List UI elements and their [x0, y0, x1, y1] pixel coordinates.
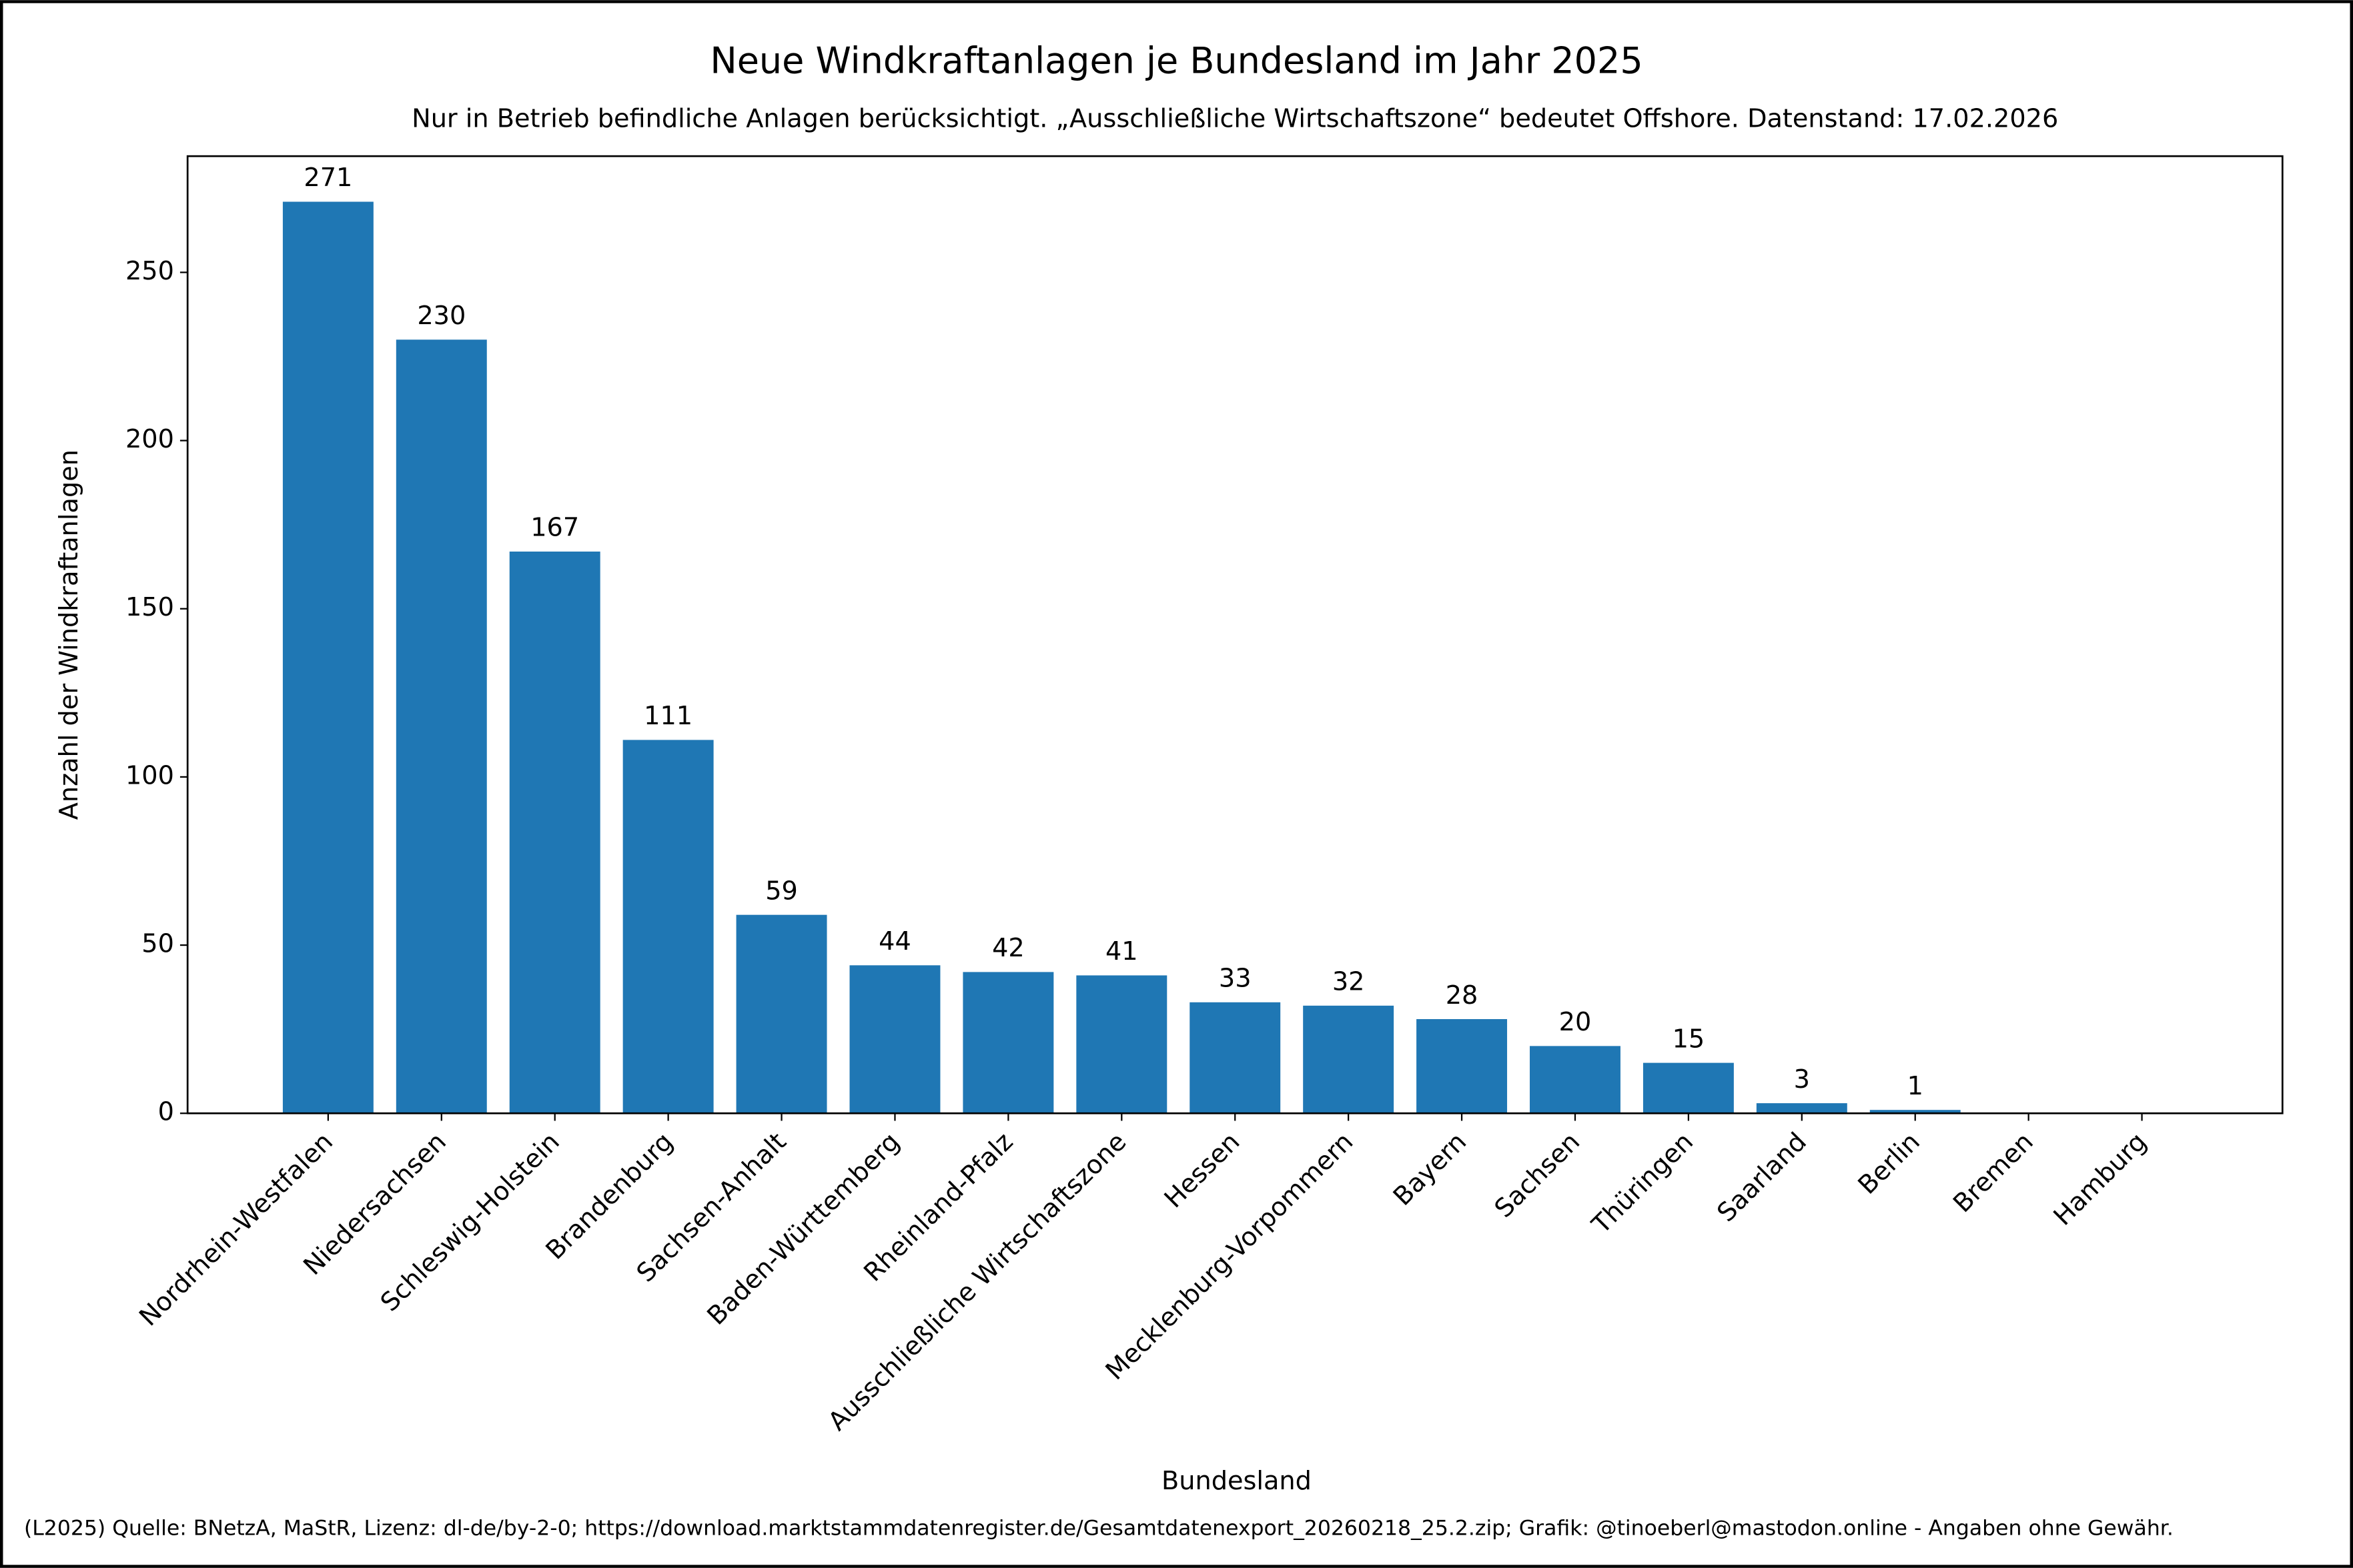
- bar: [282, 201, 374, 1114]
- y-tick-label: 200: [125, 425, 174, 454]
- y-tick-label: 250: [125, 257, 174, 286]
- y-tick-label: 0: [158, 1098, 174, 1127]
- value-label: 59: [765, 876, 798, 906]
- bar: [396, 339, 487, 1114]
- bar: [1076, 975, 1167, 1114]
- y-tick-label: 100: [125, 761, 174, 790]
- value-label: 42: [992, 934, 1025, 963]
- value-label: 167: [530, 514, 579, 543]
- value-label: 44: [879, 927, 911, 956]
- bar: [1530, 1046, 1620, 1114]
- value-label: 1: [1907, 1072, 1923, 1101]
- y-tick-label: 50: [141, 930, 174, 959]
- y-axis-label: Anzahl der Windkraftanlagen: [55, 450, 84, 820]
- bar: [849, 965, 941, 1114]
- bar: [1642, 1062, 1734, 1114]
- y-tick-label: 150: [125, 593, 174, 622]
- value-label: 111: [644, 702, 692, 731]
- value-label: 41: [1105, 937, 1138, 966]
- chart-title: Neue Windkraftanlagen je Bundesland im J…: [710, 39, 1642, 81]
- x-axis-label: Bundesland: [1161, 1467, 1312, 1496]
- bar: [736, 914, 827, 1114]
- footer: (L2025) Quelle: BNetzA, MaStR, Lizenz: d…: [24, 1516, 2174, 1540]
- value-label: 20: [1559, 1008, 1592, 1037]
- value-label: 28: [1446, 981, 1478, 1010]
- value-label: 32: [1332, 968, 1365, 997]
- bar: [1303, 1005, 1394, 1114]
- value-label: 3: [1794, 1065, 1810, 1094]
- value-label: 33: [1219, 964, 1252, 994]
- bar: [963, 972, 1054, 1114]
- bar: [509, 551, 600, 1114]
- bar: [1869, 1110, 1961, 1114]
- chart-subtitle: Nur in Betrieb befindliche Anlagen berüc…: [412, 105, 2058, 134]
- value-label: 15: [1673, 1024, 1705, 1054]
- bar: [1416, 1019, 1508, 1114]
- plot-frame: [186, 155, 2284, 1114]
- value-label: 230: [417, 301, 466, 331]
- bar: [1756, 1103, 1847, 1114]
- value-label: 271: [304, 163, 352, 193]
- bar: [622, 740, 714, 1114]
- bar: [1190, 1002, 1281, 1114]
